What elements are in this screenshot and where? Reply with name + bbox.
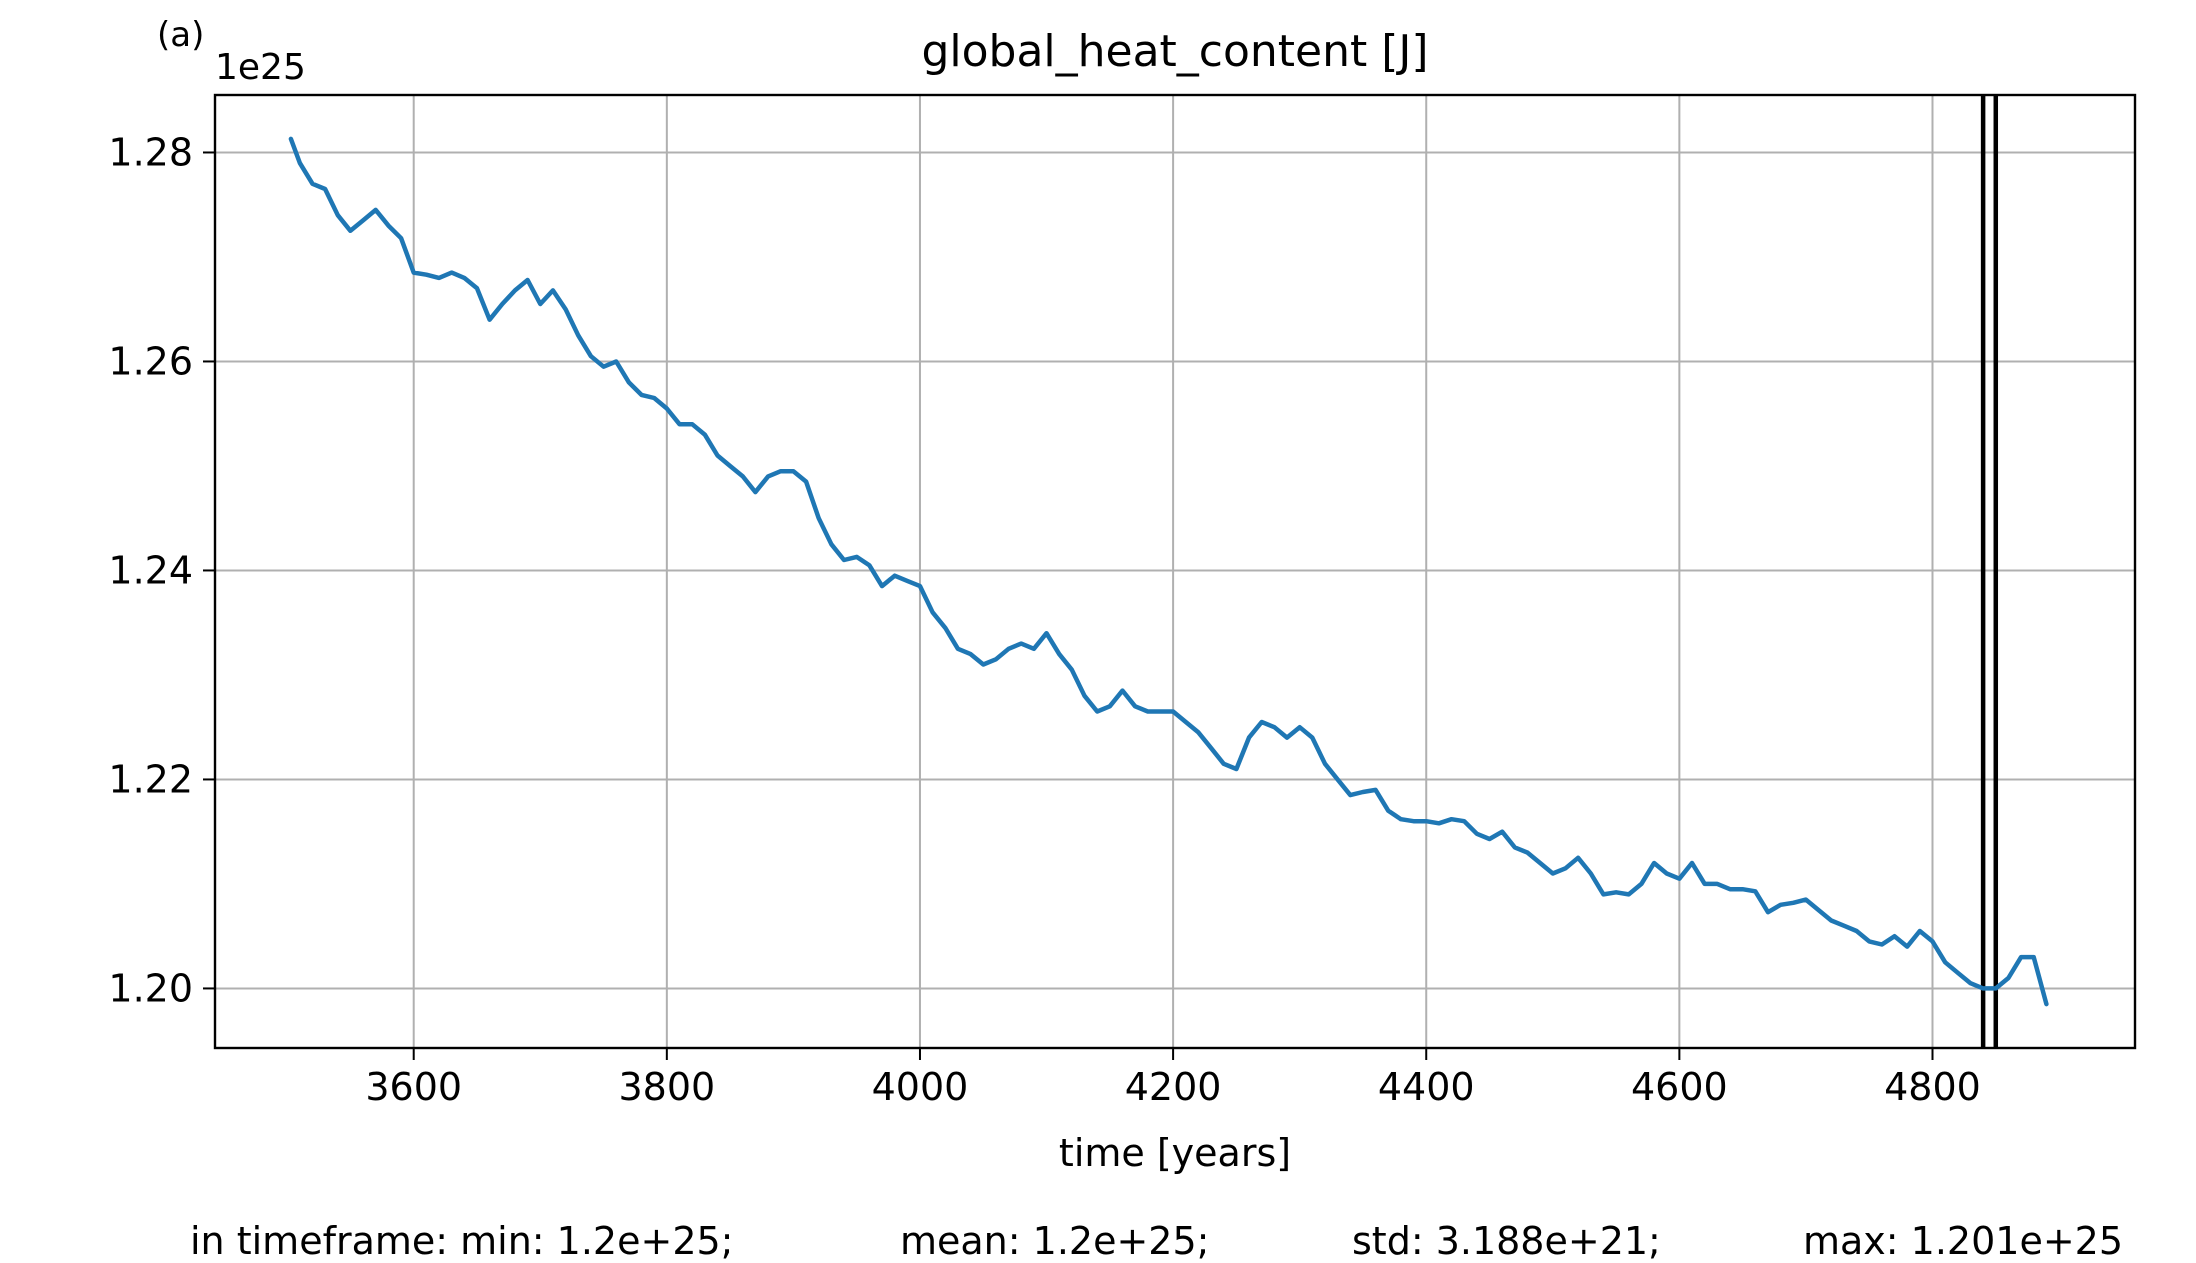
x-tick-label: 4000	[872, 1065, 969, 1109]
panel-label: (a)	[157, 15, 204, 55]
y-tick-label: 1.20	[108, 966, 193, 1010]
x-tick-label: 3600	[365, 1065, 462, 1109]
x-tick-label: 4600	[1631, 1065, 1728, 1109]
y-offset-label: 1e25	[215, 47, 306, 88]
y-tick-label: 1.24	[108, 548, 193, 592]
grid-lines	[215, 95, 2135, 1048]
stats-std: std: 3.188e+21;	[1352, 1219, 1661, 1263]
axis-ticks: 3600 3800 4000 4200 4400 4600 4800 1.20 1.22 1.24…	[108, 130, 1980, 1109]
x-tick-label: 4800	[1884, 1065, 1981, 1109]
series-line	[288, 136, 2049, 1007]
x-tick-label: 4200	[1125, 1065, 1222, 1109]
x-tick-label: 4400	[1378, 1065, 1475, 1109]
stats-max: max: 1.201e+25	[1803, 1219, 2123, 1263]
stats-min: in timeframe: min: 1.2e+25;	[190, 1219, 734, 1263]
y-tick-label: 1.22	[108, 757, 193, 801]
x-tick-label: 3800	[618, 1065, 715, 1109]
chart-title: global_heat_content [J]	[921, 26, 1428, 77]
x-axis-label: time [years]	[1059, 1131, 1291, 1175]
stats-mean: mean: 1.2e+25;	[900, 1219, 1209, 1263]
y-tick-label: 1.28	[108, 130, 193, 174]
y-tick-label: 1.26	[108, 339, 193, 383]
vertical-marker-lines	[1980, 95, 1999, 1048]
series-layer	[288, 136, 2049, 1007]
axes-frame	[213, 93, 2137, 1050]
